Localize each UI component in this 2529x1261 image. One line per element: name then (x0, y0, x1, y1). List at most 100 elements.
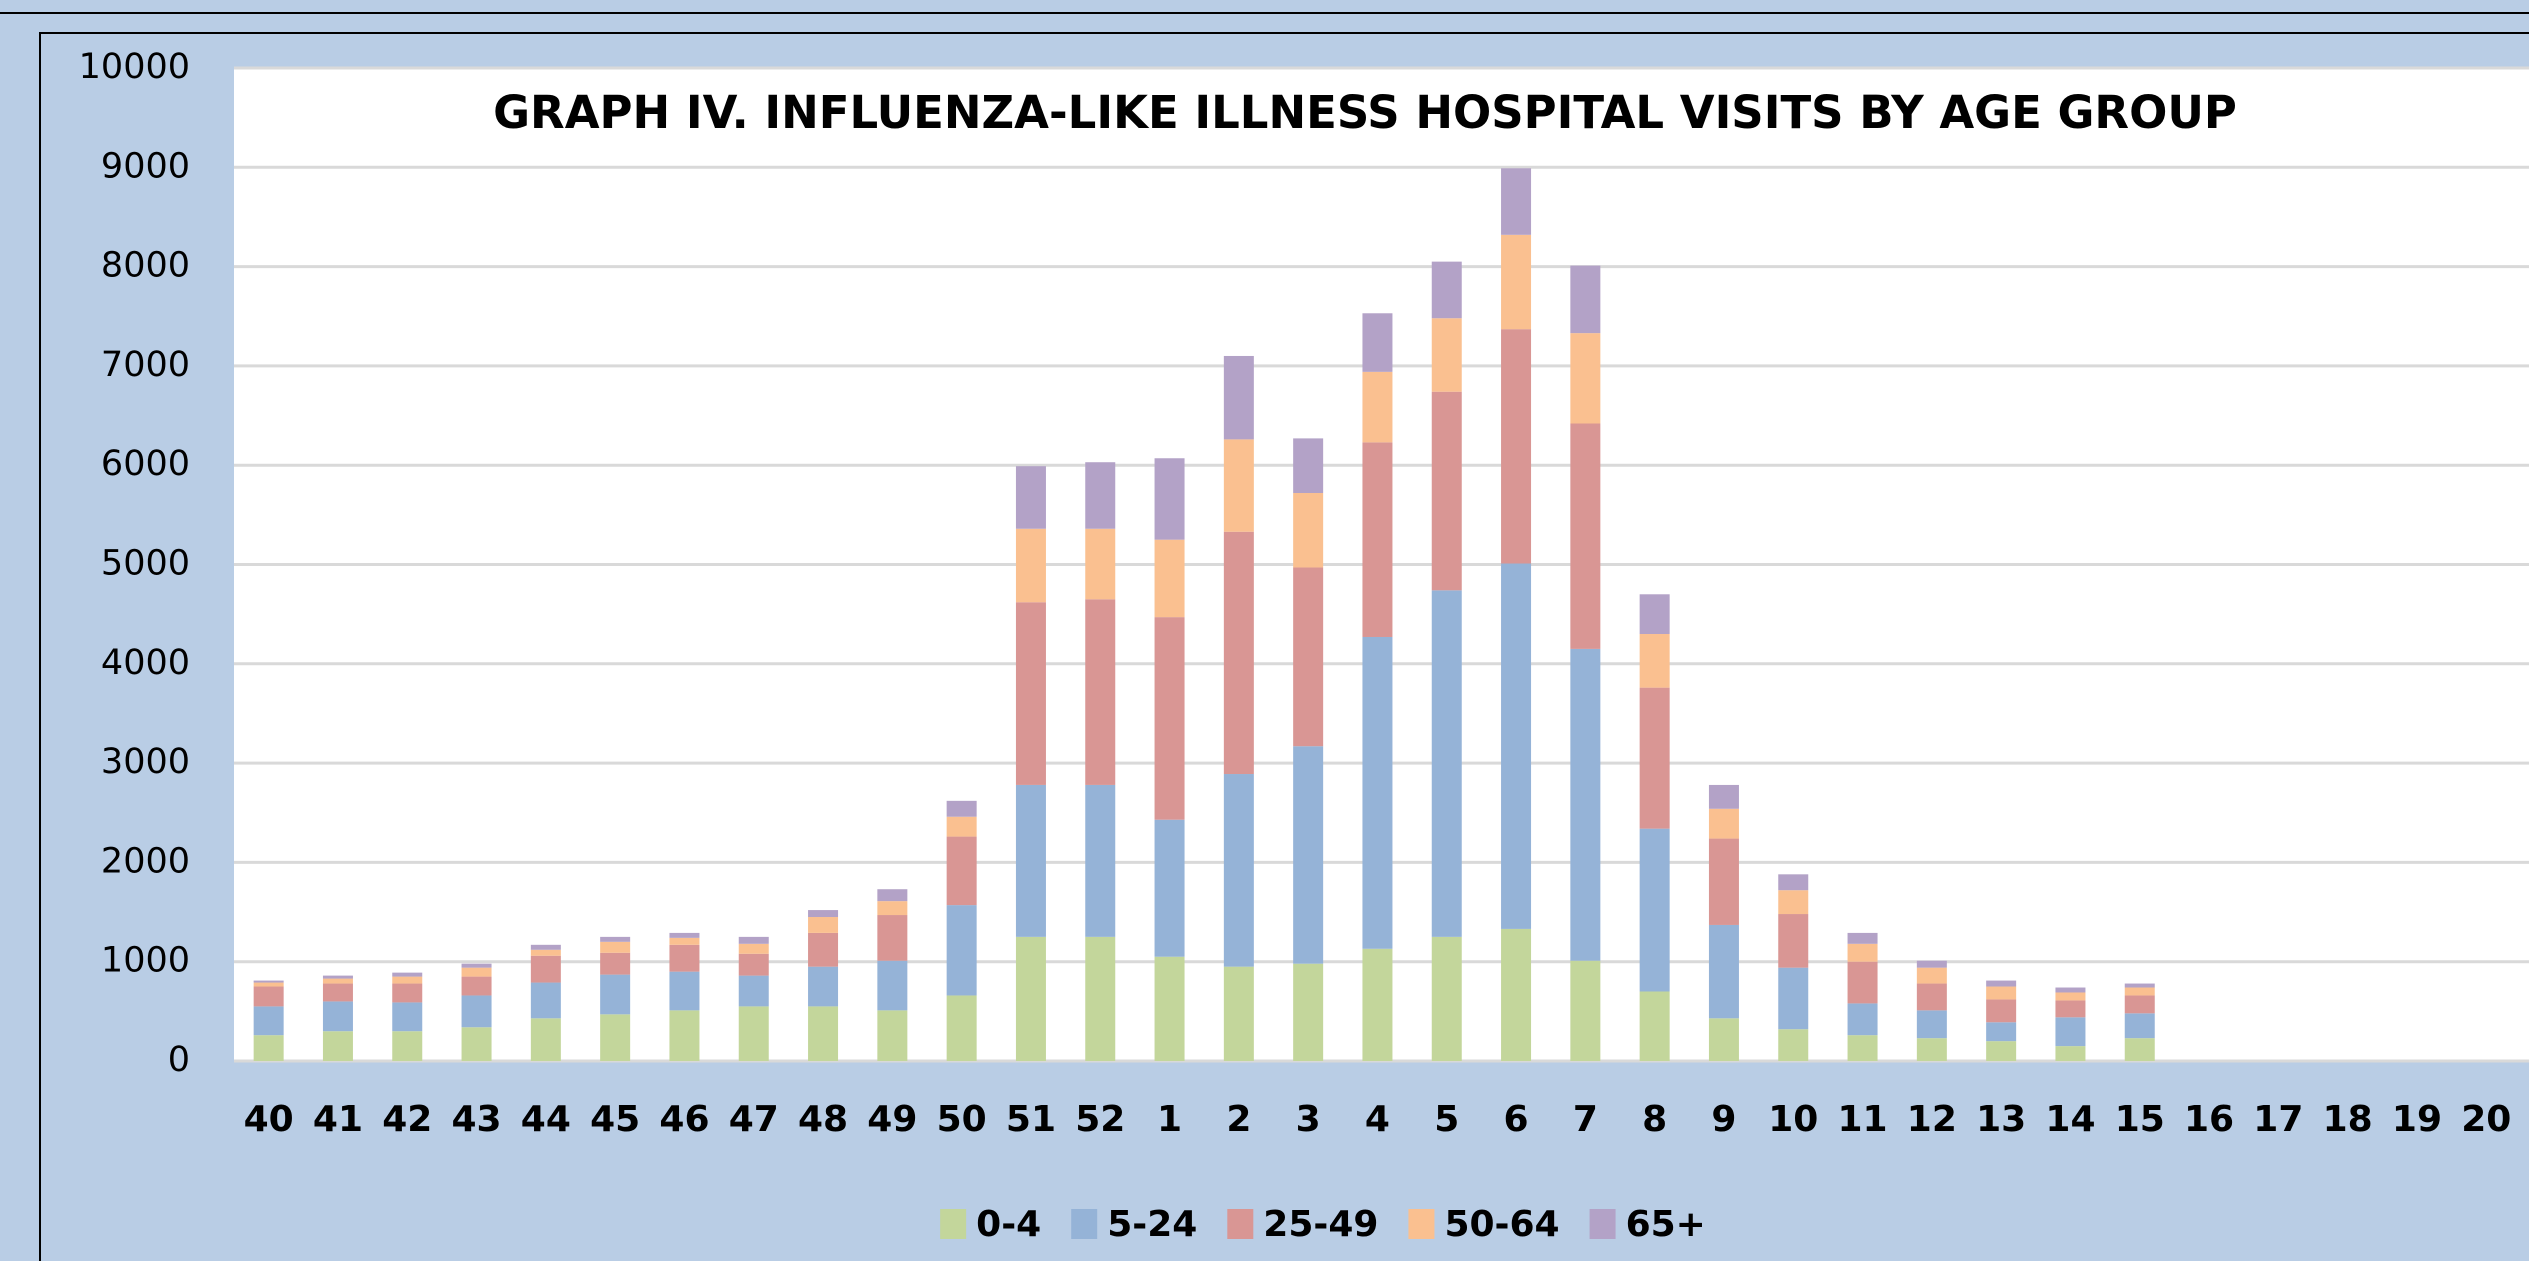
bar-segment (738, 975, 769, 1007)
bar-segment (738, 953, 769, 976)
bar-segment (1154, 956, 1185, 1061)
x-tick-label: 51 (1006, 1099, 1056, 1140)
bar-segment (1916, 1038, 1947, 1061)
bar-segment (1916, 960, 1947, 968)
bar-segment (1154, 458, 1185, 540)
bar-segment (1085, 784, 1116, 937)
bar-segment (1501, 928, 1532, 1061)
x-tick-label: 43 (451, 1099, 501, 1140)
bar-segment (1501, 563, 1532, 929)
bar-segment (669, 937, 700, 945)
x-tick-label: 8 (1642, 1099, 1667, 1140)
bar-segment (392, 972, 423, 977)
bar-segment (1501, 329, 1532, 564)
bar-segment (2055, 1000, 2086, 1018)
bar-segment (253, 980, 284, 983)
x-tick-label: 3 (1296, 1099, 1321, 1140)
bar-segment (1986, 980, 2017, 987)
bar-segment (1015, 936, 1046, 1061)
x-tick-label: 7 (1573, 1099, 1598, 1140)
bar-segment (1778, 1029, 1809, 1061)
legend-swatch (940, 1209, 967, 1239)
bar-segment (1986, 986, 2017, 1000)
x-tick-label: 44 (521, 1099, 571, 1140)
legend-swatch (1408, 1209, 1435, 1239)
bar-segment (877, 1010, 908, 1061)
x-tick-label: 12 (1907, 1099, 1957, 1140)
bar-segment (1431, 590, 1462, 937)
bar-segment (738, 1006, 769, 1061)
bar-segment (1293, 746, 1324, 964)
bar-segment (669, 932, 700, 938)
bar-segment (1015, 528, 1046, 603)
bar-segment (946, 905, 977, 996)
legend-label: 0-4 (976, 1204, 1041, 1245)
x-tick-label: 13 (1976, 1099, 2026, 1140)
bar-segment (1015, 466, 1046, 529)
x-tick-label: 49 (867, 1099, 917, 1140)
bar-segment (1847, 1003, 1878, 1036)
bar-segment (600, 941, 631, 953)
bar-segment (600, 952, 631, 975)
bar-segment (1708, 784, 1739, 809)
bar-segment (946, 836, 977, 906)
x-tick-label: 2 (1226, 1099, 1251, 1140)
bar-segment (1847, 932, 1878, 944)
bar-segment (1570, 648, 1601, 961)
bar-segment (2055, 1046, 2086, 1061)
bar-segment (530, 955, 561, 983)
bar-segment (1916, 967, 1947, 984)
bar-segment (1085, 528, 1116, 600)
bar-segment (253, 986, 284, 1007)
bar-segment (1431, 261, 1462, 319)
bar-segment (1293, 567, 1324, 747)
bar-segment (1154, 617, 1185, 820)
bar-segment (600, 1014, 631, 1061)
bar-segment (322, 975, 353, 979)
bar-segment (808, 1006, 839, 1061)
bar-segment (877, 915, 908, 961)
bar-segment (1570, 423, 1601, 649)
bar-segment (461, 967, 492, 977)
y-tick-label: 3000 (101, 742, 190, 782)
bar-segment (600, 936, 631, 942)
y-tick-label: 0 (168, 1040, 190, 1080)
y-tick-label: 7000 (101, 345, 190, 385)
x-tick-label: 6 (1504, 1099, 1529, 1140)
bar-segment (669, 971, 700, 1011)
bar-segment (530, 949, 561, 956)
bar-segment (1778, 967, 1809, 1030)
x-tick-label: 4 (1365, 1099, 1390, 1140)
x-tick-label: 19 (2392, 1099, 2442, 1140)
bar-segment (1293, 438, 1324, 494)
bar-segment (669, 944, 700, 972)
bar-segment (2124, 1038, 2155, 1061)
bar-segment (946, 800, 977, 817)
x-tick-label: 45 (590, 1099, 640, 1140)
bar-segment (2124, 1013, 2155, 1039)
bar-segment (1639, 828, 1670, 992)
x-tick-label: 20 (2461, 1099, 2511, 1140)
bar-segment (1570, 333, 1601, 424)
bar-segment (1916, 1010, 1947, 1039)
legend-label: 25-49 (1263, 1204, 1378, 1245)
bar-segment (1431, 391, 1462, 591)
x-tick-label: 9 (1711, 1099, 1736, 1140)
bar-segment (2124, 983, 2155, 988)
bar-segment (1986, 1022, 2017, 1042)
bar-segment (1362, 948, 1393, 1061)
bar-segment (946, 995, 977, 1061)
bar-segment (1085, 599, 1116, 785)
bar-segment (2055, 1017, 2086, 1047)
bar-segment (1223, 439, 1254, 532)
x-tick-label: 46 (659, 1099, 709, 1140)
bar-segment (322, 1001, 353, 1032)
bar-segment (1847, 961, 1878, 1004)
bar-segment (2124, 995, 2155, 1014)
x-tick-label: 47 (729, 1099, 779, 1140)
bar-segment (461, 963, 492, 968)
top-strip (0, 0, 2529, 14)
legend-label: 50-64 (1444, 1204, 1559, 1245)
bar-segment (392, 1002, 423, 1032)
